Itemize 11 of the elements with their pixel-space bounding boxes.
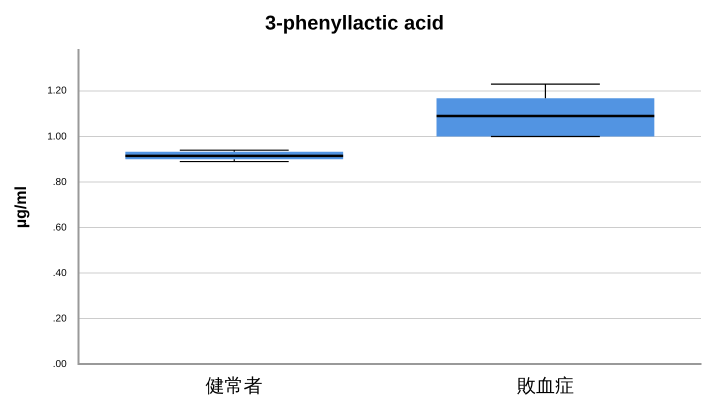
y-tick-label: .40 xyxy=(52,268,68,279)
y-tick-label: .20 xyxy=(52,313,68,324)
y-tick-label: .00 xyxy=(52,358,68,370)
x-tick-label: 敗血症 xyxy=(516,376,574,397)
y-tick-label: 1.00 xyxy=(47,131,68,142)
y-tick-label: .60 xyxy=(52,222,68,234)
y-tick-label: 1.20 xyxy=(47,86,68,97)
y-axis-title: µg/ml xyxy=(13,186,30,228)
x-tick-label: 健常者 xyxy=(206,376,263,397)
chart-title: 3-phenyllactic acid xyxy=(265,12,444,35)
y-tick-label: .80 xyxy=(52,176,68,188)
